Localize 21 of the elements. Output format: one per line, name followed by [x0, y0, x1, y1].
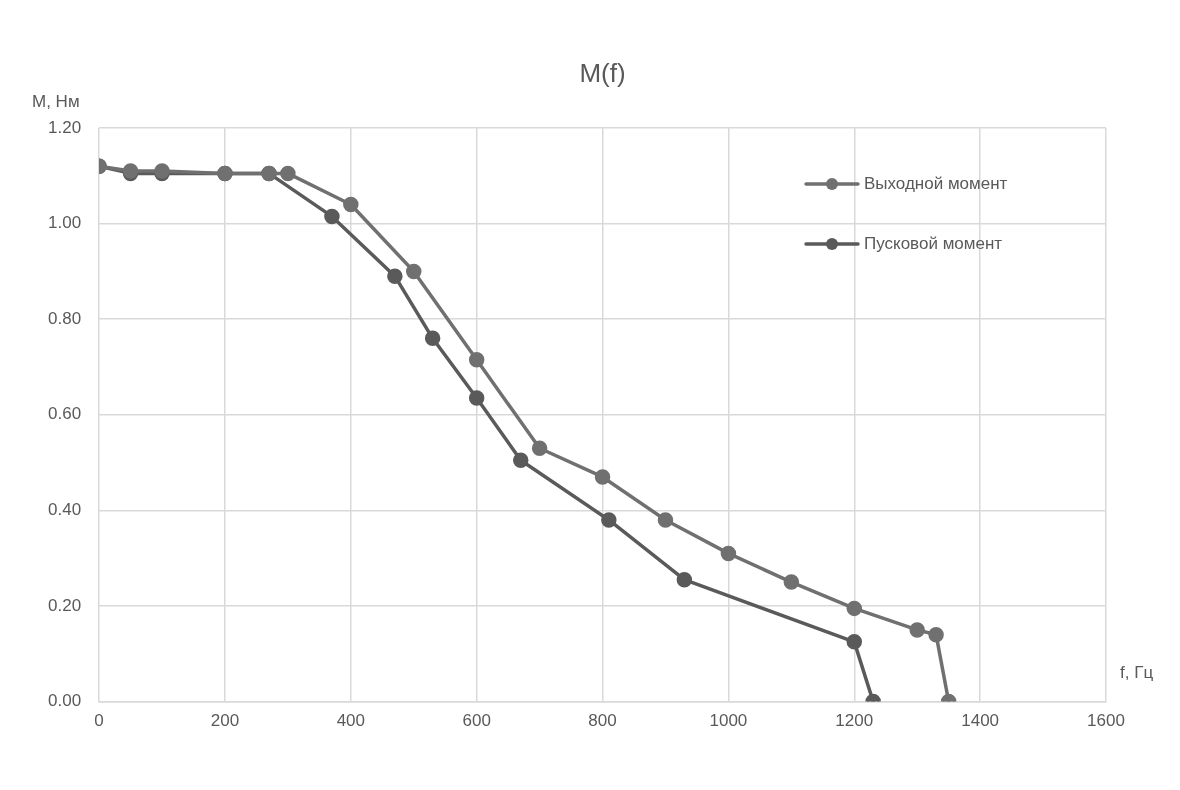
x-axis-title: f, Гц: [1120, 663, 1154, 683]
y-tick-label: 1.00: [47, 213, 82, 233]
x-tick-label: 1400: [961, 711, 1000, 731]
chart-title: M(f): [579, 58, 626, 89]
y-axis-title: M, Нм: [32, 91, 80, 111]
x-tick-label: 800: [588, 711, 617, 731]
y-tick-label: 0.60: [47, 404, 82, 424]
x-tick-label: 200: [210, 711, 240, 731]
x-tick-label: 1000: [709, 711, 748, 731]
y-tick-label: 1.20: [47, 117, 82, 137]
x-tick-label: 400: [336, 711, 365, 731]
y-tick-label: 0.80: [47, 308, 82, 328]
legend-label: Выходной момент: [864, 173, 1008, 193]
y-tick-label: 0.00: [47, 691, 82, 711]
y-tick-label: 0.40: [47, 500, 82, 520]
x-tick-label: 1600: [1087, 711, 1125, 731]
y-tick-label: 0.20: [47, 595, 82, 615]
x-tick-label: 1200: [835, 711, 874, 731]
legend-label: Пусковой момент: [864, 233, 1003, 253]
x-tick-label: 0: [94, 711, 104, 731]
x-tick-label: 600: [462, 711, 491, 731]
